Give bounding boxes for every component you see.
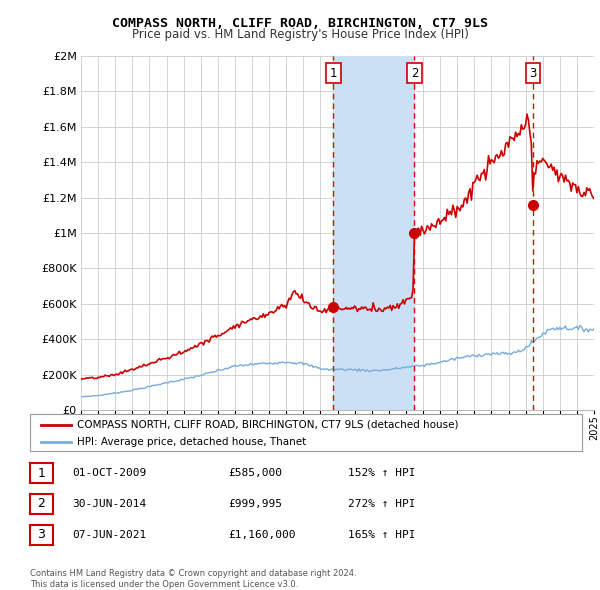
Text: 2: 2 [411, 67, 418, 80]
Text: £585,000: £585,000 [228, 468, 282, 478]
Text: 30-JUN-2014: 30-JUN-2014 [72, 499, 146, 509]
Text: £1,160,000: £1,160,000 [228, 530, 296, 539]
Text: Contains HM Land Registry data © Crown copyright and database right 2024.
This d: Contains HM Land Registry data © Crown c… [30, 569, 356, 589]
Text: 07-JUN-2021: 07-JUN-2021 [72, 530, 146, 539]
Text: COMPASS NORTH, CLIFF ROAD, BIRCHINGTON, CT7 9LS (detached house): COMPASS NORTH, CLIFF ROAD, BIRCHINGTON, … [77, 419, 458, 430]
Text: £999,995: £999,995 [228, 499, 282, 509]
Text: 152% ↑ HPI: 152% ↑ HPI [348, 468, 415, 478]
Text: 3: 3 [529, 67, 537, 80]
Text: 1: 1 [329, 67, 337, 80]
Text: Price paid vs. HM Land Registry's House Price Index (HPI): Price paid vs. HM Land Registry's House … [131, 28, 469, 41]
Text: 272% ↑ HPI: 272% ↑ HPI [348, 499, 415, 509]
Text: 01-OCT-2009: 01-OCT-2009 [72, 468, 146, 478]
Text: 3: 3 [37, 528, 46, 541]
Text: 1: 1 [37, 467, 46, 480]
Text: HPI: Average price, detached house, Thanet: HPI: Average price, detached house, Than… [77, 437, 306, 447]
Text: 165% ↑ HPI: 165% ↑ HPI [348, 530, 415, 539]
Text: 2: 2 [37, 497, 46, 510]
Text: COMPASS NORTH, CLIFF ROAD, BIRCHINGTON, CT7 9LS: COMPASS NORTH, CLIFF ROAD, BIRCHINGTON, … [112, 17, 488, 30]
Bar [333, 56, 415, 410]
